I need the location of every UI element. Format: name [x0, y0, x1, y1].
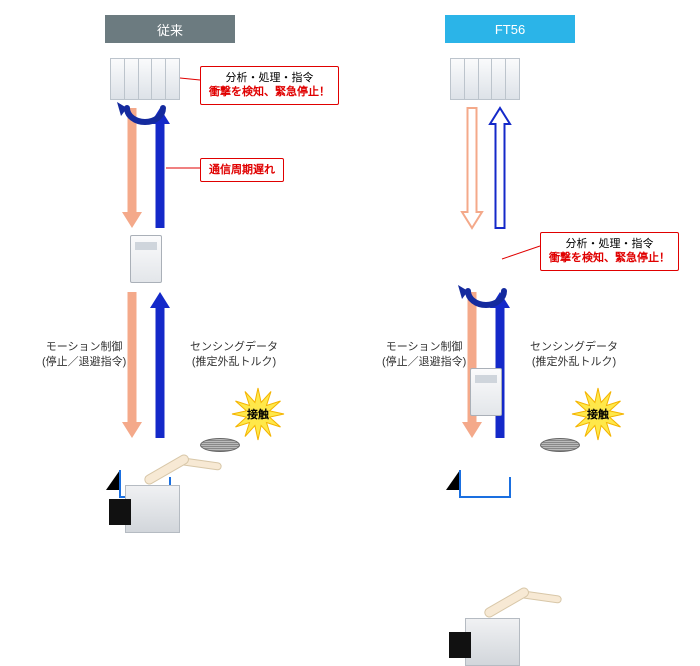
sense-label-left: センシングデータ (推定外乱トルク): [190, 340, 278, 371]
callout-analysis-right: 分析・処理・指令 衝撃を検知、緊急停止！: [540, 232, 679, 271]
callout-text: 分析・処理・指令: [209, 71, 330, 85]
wafer-left: [200, 438, 240, 452]
callout-delay-left: 通信周期遅れ: [200, 158, 284, 182]
motion-label-left: モーション制御 (停止／退避指令): [42, 340, 126, 371]
sense-label-right: センシングデータ (推定外乱トルク): [530, 340, 618, 371]
label-line: モーション制御: [46, 341, 123, 353]
plc-left: [110, 58, 180, 100]
motion-label-right: モーション制御 (停止／退避指令): [382, 340, 466, 371]
label-line: (停止／退避指令): [42, 356, 126, 368]
robot-right: [455, 581, 535, 666]
label-line: モーション制御: [386, 341, 463, 353]
label-line: (推定外乱トルク): [532, 356, 616, 368]
callout-text: 分析・処理・指令: [549, 237, 670, 251]
label-line: (推定外乱トルク): [192, 356, 276, 368]
wafer-right: [540, 438, 580, 452]
label-line: 接触: [587, 409, 609, 421]
robot-left: [115, 448, 195, 533]
contact-label-right: 接触: [568, 406, 628, 422]
servo-drive-right: [470, 368, 502, 416]
header-ft56: FT56: [445, 15, 575, 43]
label-line: センシングデータ: [530, 341, 618, 353]
callout-text: 衝撃を検知、緊急停止！: [549, 251, 670, 265]
callout-analysis-left: 分析・処理・指令 衝撃を検知、緊急停止！: [200, 66, 339, 105]
label-line: (停止／退避指令): [382, 356, 466, 368]
callout-text: 通信周期遅れ: [209, 163, 275, 177]
plc-right: [450, 58, 520, 100]
callout-text: 衝撃を検知、緊急停止！: [209, 85, 330, 99]
label-line: 接触: [247, 409, 269, 421]
header-conventional: 従来: [105, 15, 235, 43]
label-line: センシングデータ: [190, 341, 278, 353]
contact-label-left: 接触: [228, 406, 288, 422]
servo-drive-left: [130, 235, 162, 283]
